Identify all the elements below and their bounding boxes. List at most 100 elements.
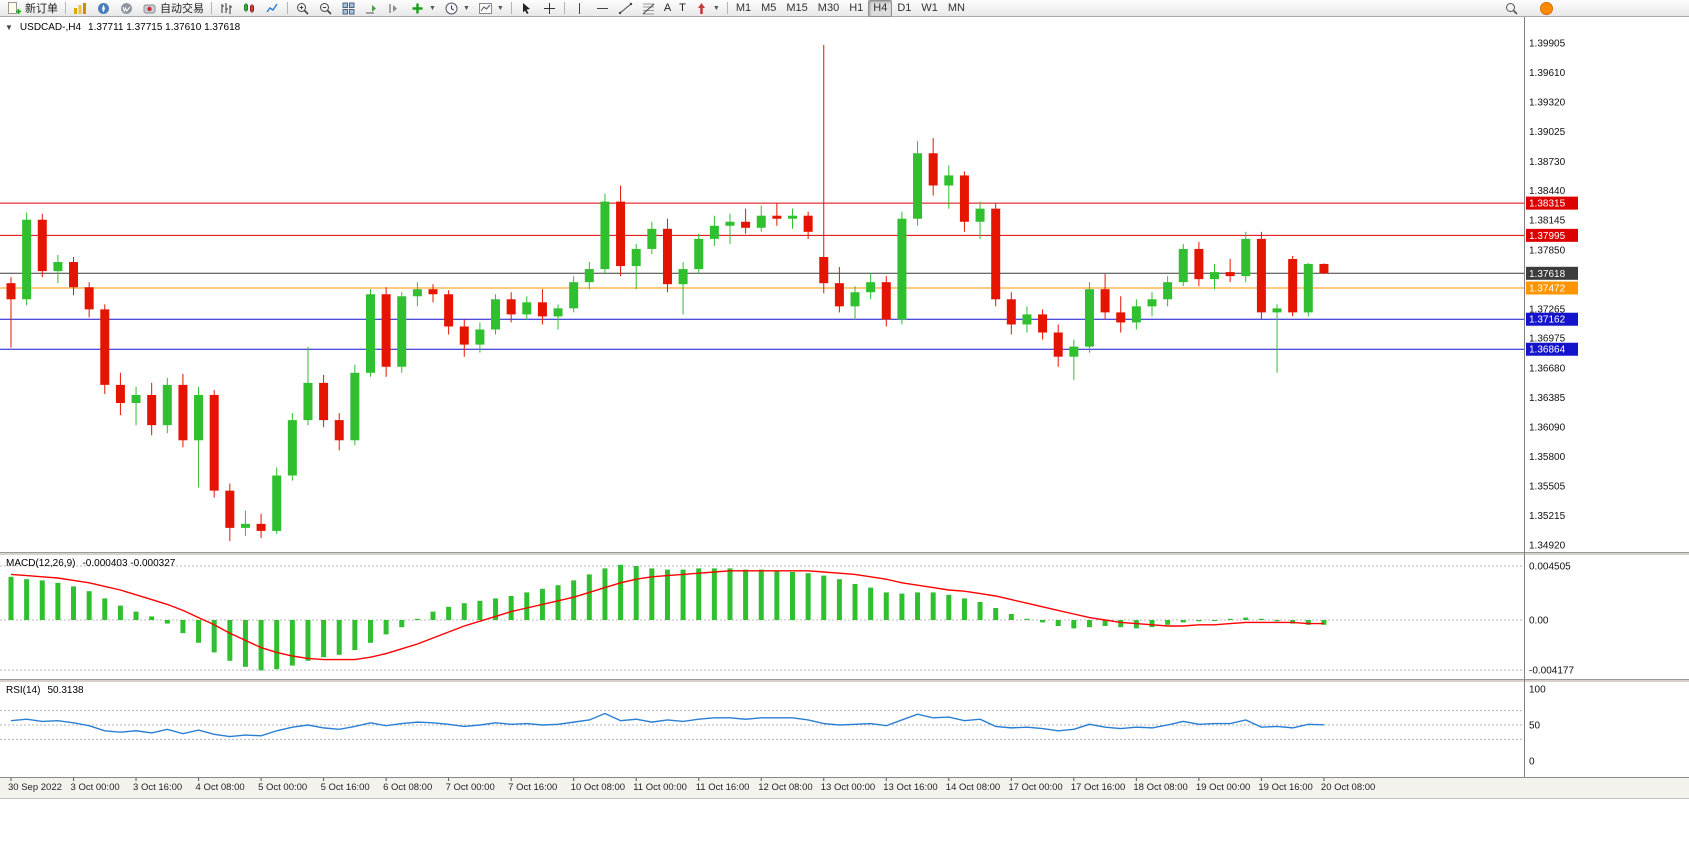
svg-text:-0.004177: -0.004177 bbox=[1529, 666, 1574, 677]
search-icon bbox=[1506, 2, 1518, 15]
timeframe-d1[interactable]: D1 bbox=[892, 0, 916, 17]
timeframe-m5[interactable]: M5 bbox=[756, 0, 781, 17]
trendline-tool-button[interactable] bbox=[614, 0, 637, 17]
chart-shift-button[interactable] bbox=[383, 0, 406, 17]
toolbar: 新订单 自动交易 bbox=[0, 0, 1689, 17]
search-button[interactable] bbox=[1500, 0, 1523, 17]
macd-histogram bbox=[8, 564, 1327, 671]
timeframe-w1[interactable]: W1 bbox=[916, 0, 943, 17]
template-button[interactable]: ▼ bbox=[474, 0, 508, 17]
horizontal-line-tool-button[interactable] bbox=[591, 0, 614, 17]
market-watch-icon bbox=[74, 2, 86, 14]
svg-text:11 Oct 16:00: 11 Oct 16:00 bbox=[696, 782, 750, 793]
candlestick-chart-button[interactable] bbox=[238, 0, 261, 17]
arrows-tool-button[interactable]: ▼ bbox=[690, 0, 724, 17]
zoom-in-icon bbox=[297, 2, 309, 15]
cursor-button[interactable] bbox=[515, 0, 538, 17]
chevron-down-icon: ▼ bbox=[712, 4, 720, 12]
terminal-button[interactable] bbox=[115, 0, 138, 17]
svg-text:6 Oct 08:00: 6 Oct 08:00 bbox=[383, 782, 432, 793]
timeframe-h1[interactable]: H1 bbox=[844, 0, 868, 17]
chart-ohlc: 1.37711 1.37715 1.37610 1.37618 bbox=[88, 22, 241, 33]
rsi-indicator-label: RSI(14) 50.3138 bbox=[6, 685, 84, 696]
one-click-trading-toggle[interactable]: ▼ bbox=[5, 23, 13, 32]
timeframe-label: W1 bbox=[921, 2, 938, 14]
svg-text:4 Oct 08:00: 4 Oct 08:00 bbox=[196, 782, 245, 793]
svg-text:17 Oct 16:00: 17 Oct 16:00 bbox=[1071, 782, 1125, 793]
svg-text:1.38730: 1.38730 bbox=[1529, 157, 1566, 168]
text-tool-label: A bbox=[663, 2, 672, 14]
price-tag-1.37995: 1.37995 bbox=[1526, 228, 1578, 242]
svg-text:1.39025: 1.39025 bbox=[1529, 127, 1566, 138]
svg-text:1.38145: 1.38145 bbox=[1529, 216, 1566, 227]
svg-text:5 Oct 16:00: 5 Oct 16:00 bbox=[321, 782, 370, 793]
macd-signal-line bbox=[10, 570, 1324, 661]
market-watch-button[interactable] bbox=[69, 0, 92, 17]
horizontal-level-lines bbox=[0, 202, 1524, 350]
svg-text:7 Oct 00:00: 7 Oct 00:00 bbox=[446, 782, 495, 793]
notification-button[interactable] bbox=[1535, 0, 1558, 17]
chevron-down-icon: ▼ bbox=[496, 4, 504, 12]
timeframe-m30[interactable]: M30 bbox=[813, 0, 844, 17]
label-tool-button[interactable]: T bbox=[675, 0, 690, 17]
svg-text:19 Oct 16:00: 19 Oct 16:00 bbox=[1258, 782, 1312, 793]
timeframe-m1[interactable]: M1 bbox=[731, 0, 756, 17]
timeframe-m15[interactable]: M15 bbox=[781, 0, 812, 17]
auto-scroll-icon bbox=[366, 4, 376, 13]
new-order-button[interactable]: 新订单 bbox=[3, 0, 62, 17]
periods-button[interactable]: ▼ bbox=[440, 0, 474, 17]
timeframe-label: M1 bbox=[735, 2, 752, 14]
auto-trading-button[interactable]: 自动交易 bbox=[138, 0, 208, 17]
svg-text:1.36680: 1.36680 bbox=[1529, 363, 1566, 374]
zoom-in-button[interactable] bbox=[291, 0, 314, 17]
bar-chart-button[interactable] bbox=[215, 0, 238, 17]
svg-text:1.38315: 1.38315 bbox=[1529, 199, 1566, 210]
auto-trading-label: 自动交易 bbox=[160, 3, 204, 15]
toolbar-separator bbox=[287, 2, 288, 14]
indicators-button[interactable]: ▼ bbox=[406, 0, 440, 17]
timeframe-mn[interactable]: MN bbox=[943, 0, 970, 17]
fibonacci-icon bbox=[642, 3, 655, 14]
crosshair-icon bbox=[543, 2, 555, 14]
template-icon bbox=[478, 2, 492, 14]
timeframe-label: M5 bbox=[761, 2, 777, 14]
toolbar-separator bbox=[65, 2, 66, 14]
timeframe-label: H4 bbox=[873, 2, 888, 14]
vertical-line-icon bbox=[578, 2, 580, 14]
line-chart-button[interactable] bbox=[261, 0, 284, 17]
price-tag-1.38315: 1.38315 bbox=[1526, 196, 1578, 210]
svg-text:0: 0 bbox=[1529, 757, 1535, 768]
svg-text:1.37995: 1.37995 bbox=[1529, 231, 1566, 242]
svg-text:1.36385: 1.36385 bbox=[1529, 393, 1566, 404]
panel-chrome bbox=[0, 17, 1689, 799]
chevron-down-icon: ▼ bbox=[429, 4, 436, 12]
svg-text:1.38440: 1.38440 bbox=[1529, 186, 1566, 197]
svg-text:0.00: 0.00 bbox=[1529, 616, 1549, 627]
toolbar-separator bbox=[211, 2, 212, 14]
fibonacci-tool-button[interactable] bbox=[637, 0, 660, 17]
navigator-button[interactable] bbox=[92, 0, 115, 17]
line-chart-icon bbox=[266, 3, 278, 12]
tile-windows-button[interactable] bbox=[337, 0, 360, 17]
zoom-out-icon bbox=[320, 2, 332, 15]
timeframe-h4[interactable]: H4 bbox=[868, 0, 893, 17]
crosshair-button[interactable] bbox=[538, 0, 561, 17]
price-tag-1.37162: 1.37162 bbox=[1526, 312, 1578, 326]
svg-text:100: 100 bbox=[1529, 685, 1546, 696]
auto-scroll-button[interactable] bbox=[360, 0, 383, 17]
rsi-name: RSI(14) bbox=[6, 685, 41, 696]
text-tool-button[interactable]: A bbox=[660, 0, 675, 17]
macd-indicator-label: MACD(12,26,9) -0.000403 -0.000327 bbox=[6, 558, 175, 569]
rsi-value: 50.3138 bbox=[47, 685, 84, 696]
vertical-line-tool-button[interactable] bbox=[568, 0, 591, 17]
svg-text:1.37618: 1.37618 bbox=[1529, 269, 1566, 280]
zoom-out-button[interactable] bbox=[314, 0, 337, 17]
navigator-icon bbox=[98, 2, 109, 14]
svg-text:50: 50 bbox=[1529, 721, 1541, 732]
tile-windows-icon bbox=[342, 2, 355, 14]
new-order-icon bbox=[8, 1, 21, 14]
svg-text:12 Oct 08:00: 12 Oct 08:00 bbox=[758, 782, 812, 793]
chevron-down-icon: ▼ bbox=[462, 4, 470, 12]
